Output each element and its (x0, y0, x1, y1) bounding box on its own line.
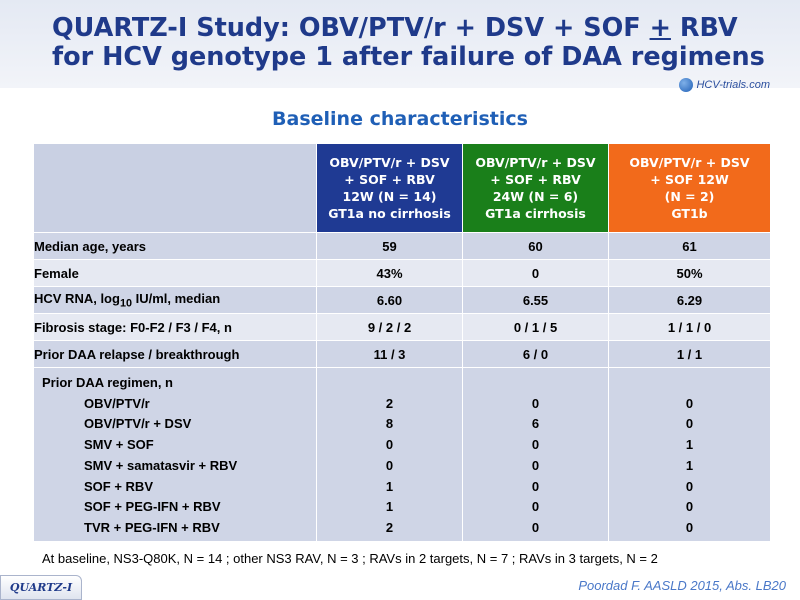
regimen-value: 1 (685, 437, 694, 453)
regimen-item: SOF + RBV (84, 478, 153, 494)
regimen-values-col1: 2 8 0 0 1 1 2 (316, 367, 463, 542)
regimen-value: 0 (685, 478, 694, 494)
title-band (0, 0, 800, 88)
col3-line2: + SOF 12W (650, 172, 729, 187)
header-row: OBV/PTV/r + DSV + SOF + RBV 12W (N = 14)… (33, 143, 771, 233)
study-badge: QUARTZ-I (0, 575, 82, 600)
regimen-values-col3: 0 0 1 1 0 0 0 (608, 367, 771, 542)
cell-col3: 61 (608, 232, 771, 260)
table-row-fibrosis-stage: Fibrosis stage: F0-F2 / F3 / F4, n 9 / 2… (33, 313, 771, 341)
regimen-value: 0 (385, 437, 394, 453)
cell-col3: 1 / 1 (608, 340, 771, 368)
column-header-12w-gt1b: OBV/PTV/r + DSV + SOF 12W (N = 2) GT1b (608, 143, 771, 233)
table-row-prior-regimen: Prior DAA regimen, n OBV/PTV/r OBV/PTV/r… (33, 367, 771, 542)
cell-col1: 11 / 3 (316, 340, 463, 368)
header-empty-cell (33, 143, 317, 233)
regimen-value: 0 (685, 499, 694, 515)
row-label: Prior DAA relapse / breakthrough (33, 340, 317, 368)
regimen-value: 0 (531, 499, 540, 515)
column-header-24w-gt1a-cirrhosis: OBV/PTV/r + DSV + SOF + RBV 24W (N = 6) … (462, 143, 609, 233)
col2-line1: OBV/PTV/r + DSV (475, 155, 596, 170)
cell-col3: 6.29 (608, 286, 771, 314)
regimen-value: 0 (531, 457, 540, 473)
label-subscript: 10 (119, 297, 132, 310)
hcv-trials-logo: HCV-trials.com (679, 78, 770, 92)
col2-line3: 24W (N = 6) (492, 189, 579, 204)
regimen-item: OBV/PTV/r (84, 395, 150, 411)
cell-col3: 1 / 1 / 0 (608, 313, 771, 341)
col1-line3: 12W (N = 14) (342, 189, 437, 204)
col3-line4: GT1b (671, 206, 708, 221)
col2-line4: GT1a cirrhosis (485, 206, 586, 221)
regimen-value: 0 (685, 416, 694, 432)
source-citation: Poordad F. AASLD 2015, Abs. LB20 (578, 578, 786, 593)
cell-col2: 60 (462, 232, 609, 260)
col3-line1: OBV/PTV/r + DSV (629, 155, 750, 170)
globe-icon (679, 78, 694, 92)
regimen-value: 1 (385, 499, 394, 515)
regimen-value: 6 (531, 416, 540, 432)
label-pre: HCV RNA, log (34, 290, 120, 306)
cell-col1: 9 / 2 / 2 (316, 313, 463, 341)
regimen-heading: Prior DAA regimen, n (42, 375, 173, 390)
cell-col2: 0 (462, 259, 609, 287)
regimen-item: SOF + PEG-IFN + RBV (84, 499, 221, 515)
baseline-table: OBV/PTV/r + DSV + SOF + RBV 12W (N = 14)… (33, 143, 771, 542)
label-post: IU/ml, median (132, 290, 221, 306)
regimen-item: SMV + SOF (84, 437, 154, 453)
regimen-label-cell: Prior DAA regimen, n OBV/PTV/r OBV/PTV/r… (33, 367, 317, 542)
col3-line3: (N = 2) (664, 189, 715, 204)
regimen-value: 0 (531, 395, 540, 411)
regimen-values-col2: 0 6 0 0 0 0 0 (462, 367, 609, 542)
baseline-footnote: At baseline, NS3-Q80K, N = 14 ; other NS… (42, 551, 658, 566)
regimen-value: 0 (685, 395, 694, 411)
col1-line1: OBV/PTV/r + DSV (329, 155, 450, 170)
slide-title: QUARTZ-I Study: OBV/PTV/r + DSV + SOF + … (52, 14, 765, 72)
cell-col1: 43% (316, 259, 463, 287)
row-label: Fibrosis stage: F0-F2 / F3 / F4, n (33, 313, 317, 341)
cell-col2: 0 / 1 / 5 (462, 313, 609, 341)
regimen-value: 1 (385, 478, 394, 494)
regimen-item: SMV + samatasvir + RBV (84, 457, 238, 473)
regimen-value: 2 (385, 395, 394, 411)
regimen-value: 0 (385, 457, 394, 473)
table-row-hcv-rna: HCV RNA, log10 IU/ml, median 6.60 6.55 6… (33, 286, 771, 314)
title-line1-a: QUARTZ-I Study: OBV/PTV/r + DSV + SOF (52, 13, 650, 43)
regimen-value: 0 (685, 519, 694, 535)
title-line1-b: RBV (670, 13, 738, 43)
table-row-prior-relapse: Prior DAA relapse / breakthrough 11 / 3 … (33, 340, 771, 368)
cell-col2: 6 / 0 (462, 340, 609, 368)
cell-col1: 59 (316, 232, 463, 260)
regimen-value: 2 (385, 519, 394, 535)
logo-text: HCV-trials.com (696, 79, 770, 91)
regimen-item-list: OBV/PTV/r OBV/PTV/r + DSV SMV + SOF SMV … (42, 394, 316, 539)
regimen-item: TVR + PEG-IFN + RBV (84, 519, 220, 535)
col1-line2: + SOF + RBV (344, 172, 435, 187)
regimen-value: 0 (531, 519, 540, 535)
regimen-value: 8 (385, 416, 394, 432)
regimen-value: 1 (685, 457, 694, 473)
title-plus-minus: + (649, 13, 671, 43)
cell-col1: 6.60 (316, 286, 463, 314)
row-label: Median age, years (33, 232, 317, 260)
table-row-median-age: Median age, years 59 60 61 (33, 232, 771, 260)
regimen-value: 0 (531, 478, 540, 494)
table-row-female: Female 43% 0 50% (33, 259, 771, 287)
col2-line2: + SOF + RBV (490, 172, 581, 187)
cell-col2: 6.55 (462, 286, 609, 314)
section-subtitle: Baseline characteristics (272, 108, 528, 130)
regimen-item: OBV/PTV/r + DSV (84, 416, 192, 432)
regimen-value: 0 (531, 437, 540, 453)
column-header-12w-gt1a: OBV/PTV/r + DSV + SOF + RBV 12W (N = 14)… (316, 143, 463, 233)
study-badge-label: QUARTZ-I (9, 581, 73, 594)
cell-col3: 50% (608, 259, 771, 287)
col1-line4: GT1a no cirrhosis (328, 206, 451, 221)
row-label: HCV RNA, log10 IU/ml, median (33, 286, 317, 314)
title-line2: for HCV genotype 1 after failure of DAA … (52, 42, 765, 72)
row-label: Female (33, 259, 317, 287)
